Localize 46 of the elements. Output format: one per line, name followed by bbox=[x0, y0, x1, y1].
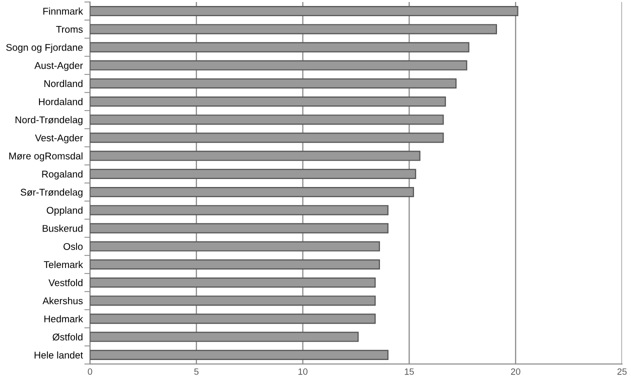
y-tick-label: Oslo bbox=[64, 242, 83, 250]
y-tick-label: Møre ogRomsdal bbox=[9, 152, 82, 162]
y-tick-label: Hedmark bbox=[44, 315, 84, 322]
x-tick-label: 15 bbox=[404, 368, 414, 375]
bar bbox=[90, 168, 416, 180]
x-tick-label: 10 bbox=[298, 368, 308, 375]
y-tick-label: Buskerud bbox=[42, 224, 82, 232]
y-tick-label: Vestfold bbox=[48, 279, 82, 286]
bar bbox=[90, 186, 414, 198]
bar bbox=[90, 60, 468, 70]
bar bbox=[90, 296, 376, 306]
x-tick-label: 5 bbox=[194, 368, 199, 375]
bar bbox=[90, 350, 388, 360]
y-tick-label: Nord-Trøndelag bbox=[16, 116, 82, 126]
y-tick-label: Oppland bbox=[46, 206, 82, 216]
bar bbox=[90, 150, 420, 161]
bar bbox=[90, 205, 388, 216]
y-tick-label: Troms bbox=[56, 26, 83, 33]
y-tick-label: Hordaland bbox=[38, 98, 82, 106]
bar bbox=[90, 277, 376, 288]
x-tick-label: 0 bbox=[88, 368, 92, 375]
y-tick-label: Sogn og Fjordane bbox=[6, 44, 83, 53]
bar bbox=[90, 42, 470, 52]
y-tick-label: Nordland bbox=[44, 80, 82, 88]
bar bbox=[90, 314, 376, 324]
y-tick-label: Vest-Agder bbox=[35, 134, 83, 144]
bar bbox=[90, 223, 388, 234]
bar bbox=[90, 241, 380, 252]
y-tick-label: Sør-Trøndelag bbox=[20, 188, 82, 198]
y-tick-label: Akershus bbox=[42, 297, 83, 304]
bar bbox=[90, 6, 518, 16]
bar bbox=[90, 24, 498, 34]
bar bbox=[90, 114, 444, 125]
y-tick-label: Telemark bbox=[44, 260, 84, 268]
y-tick-label: Rogaland bbox=[42, 170, 82, 180]
bar bbox=[90, 132, 444, 143]
x-tick-label: 25 bbox=[617, 368, 627, 375]
y-tick-label: Aust-Agder bbox=[34, 62, 83, 71]
y-tick-label: Hele landet bbox=[34, 351, 83, 359]
y-tick-label: Østfold bbox=[52, 333, 82, 341]
bar bbox=[90, 259, 380, 270]
y-tick-label: Finnmark bbox=[43, 8, 84, 15]
bar bbox=[90, 78, 457, 89]
bar bbox=[90, 332, 359, 342]
x-tick-label: 20 bbox=[511, 368, 520, 375]
bar bbox=[90, 96, 446, 107]
